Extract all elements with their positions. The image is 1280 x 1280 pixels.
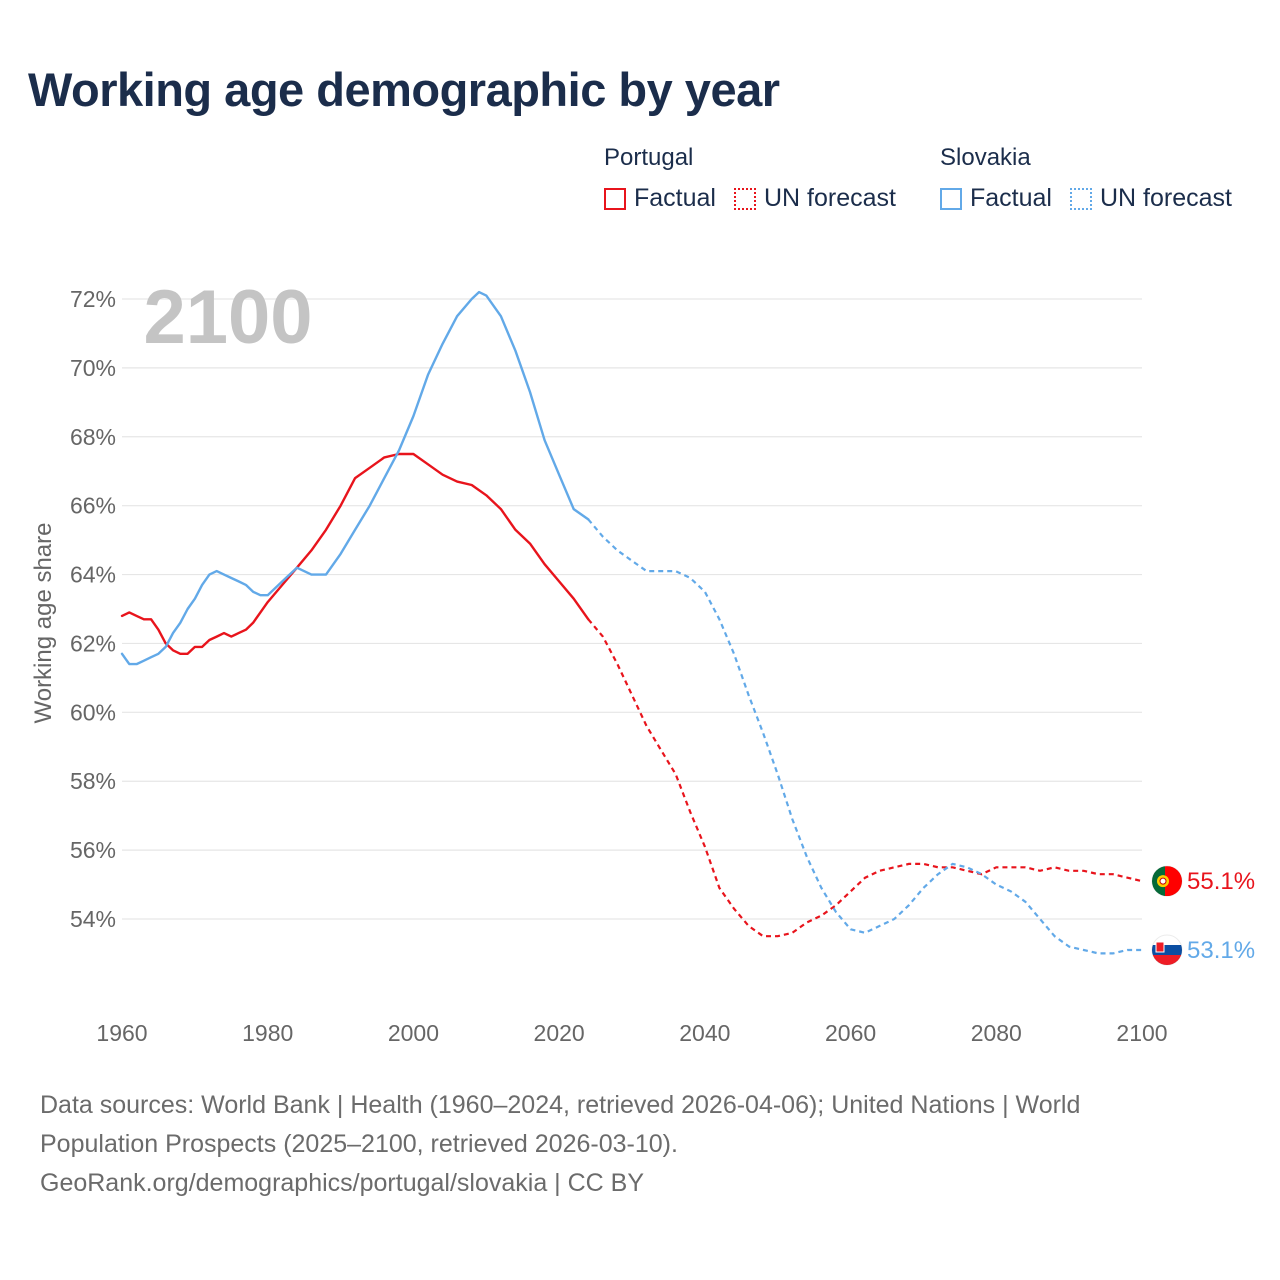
y-tick-label: 60% [70,699,116,725]
legend-group-name: Portugal [604,144,694,171]
year-watermark: 2100 [143,275,312,360]
legend-item-slovakia-forecast[interactable]: UN forecast [1069,184,1232,213]
y-tick-label: 70% [70,355,116,381]
legend-label: UN forecast [1099,184,1232,212]
flag-portugal-icon [1152,866,1182,897]
flag-shield [1155,941,1165,953]
flag-shield [1159,877,1167,885]
flag-stripe-blue [1152,945,1182,955]
series-line-slovakia-factual [120,290,590,666]
x-axis: 1960 1980 2000 2020 2040 2060 2080 2100 [96,1020,1167,1046]
legend-swatch-solid [940,187,962,210]
x-tick-label: 2020 [534,1020,585,1046]
legend-label: Factual [970,184,1052,212]
legend-label: Factual [634,184,716,212]
y-axis-label: Working age share [30,523,57,724]
series-line-slovakia-forecast [587,518,1142,955]
x-tick-label: 2040 [679,1020,730,1046]
y-tick-label: 54% [70,906,116,932]
x-tick-label: 2080 [971,1020,1022,1046]
end-value-label: 53.1% [1187,937,1255,964]
y-tick-label: 72% [70,286,116,312]
x-tick-label: 2060 [825,1020,876,1046]
legend-group-portugal: Portugal Factual UN forecast [604,142,914,213]
end-markers: 55.1% 53.1% [1151,865,1255,966]
legend-swatch-dotted [733,187,756,210]
series-line-portugal-forecast [587,618,1143,938]
y-tick-label: 56% [70,837,116,863]
y-tick-label: 68% [70,424,116,450]
flag-outline [1151,934,1183,966]
legend-label: UN forecast [763,184,896,212]
end-value-label: 55.1% [1187,868,1255,895]
footer: Data sources: World Bank | Health (1960–… [40,1086,1240,1203]
flag-stripe-white [1152,935,1182,945]
grid [122,298,1142,920]
footer-source-line: Data sources: World Bank | Health (1960–… [40,1091,1081,1119]
footer-source-line: Population Prospects (2025–2100, retriev… [40,1130,678,1158]
y-axis: 54% 56% 58% 60% 62% 64% 66% 68% 70% 72% [70,286,116,932]
series-line-portugal-factual [120,452,590,655]
x-tick-label: 2100 [1116,1020,1167,1046]
legend-swatch-solid [604,187,626,210]
flag-outline [1151,865,1183,897]
legend-group-name: Slovakia [940,144,1031,171]
y-tick-label: 58% [70,768,116,794]
legend-group-slovakia: Slovakia Factual UN forecast [940,142,1250,213]
flag-stripe-red [1152,955,1182,965]
x-tick-label: 1960 [96,1020,147,1046]
legend-item-slovakia-factual[interactable]: Factual [940,184,1052,213]
x-tick-label: 2000 [388,1020,439,1046]
legend-item-portugal-factual[interactable]: Factual [604,184,716,213]
page-title: Working age demographic by year [28,63,780,116]
series-layer [120,290,1143,955]
legend-swatch-dotted [1069,187,1092,210]
footer-link[interactable]: GeoRank.org/demographics/portugal/slovak… [40,1169,645,1197]
y-tick-label: 62% [70,630,116,656]
flag-slovakia-icon [1152,935,1182,965]
flag-field-red [1165,866,1182,897]
legend-item-portugal-forecast[interactable]: UN forecast [733,184,896,213]
y-tick-label: 64% [70,562,116,588]
y-tick-label: 66% [70,493,116,519]
x-tick-label: 1980 [242,1020,293,1046]
